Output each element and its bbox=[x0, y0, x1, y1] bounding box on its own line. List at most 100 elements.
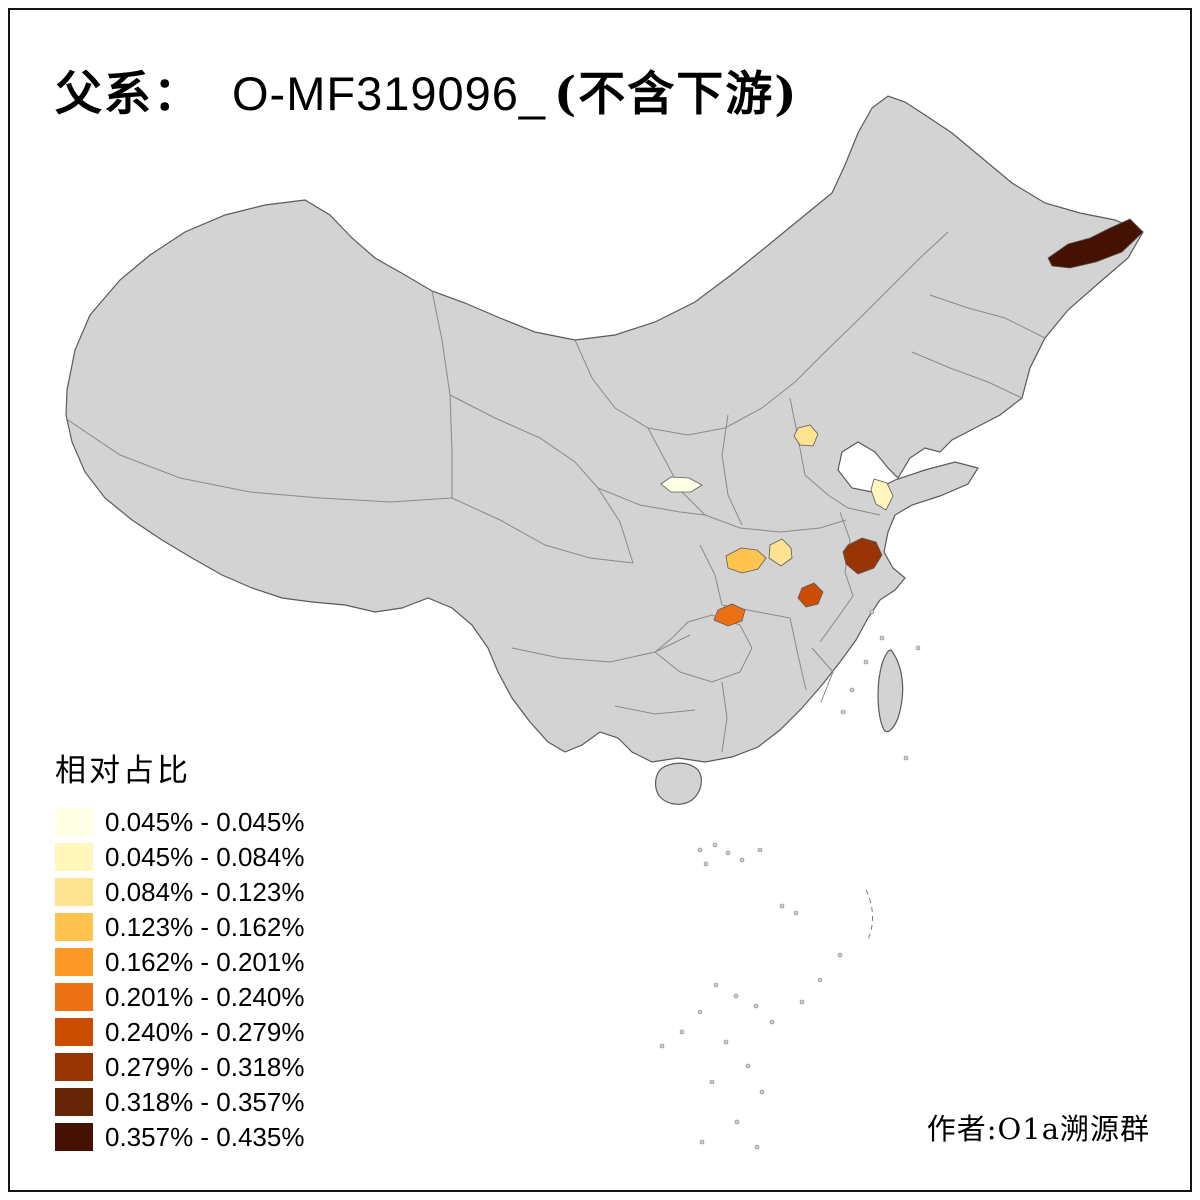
legend-label: 0.279% - 0.318% bbox=[105, 1051, 305, 1082]
legend-label: 0.357% - 0.435% bbox=[105, 1121, 305, 1152]
hainan-island bbox=[654, 762, 702, 805]
province-boundary bbox=[654, 614, 753, 683]
islet bbox=[709, 1079, 715, 1085]
legend-swatch-rect bbox=[55, 1053, 93, 1081]
region-shandong-west bbox=[793, 424, 819, 447]
legend-label: 0.201% - 0.240% bbox=[105, 981, 305, 1012]
legend-label: 0.084% - 0.123% bbox=[105, 876, 305, 907]
legend-title: 相对占比 bbox=[55, 753, 191, 789]
legend: 相对占比 0.045% - 0.045% 0.045% - 0.084% 0.0… bbox=[55, 745, 304, 1158]
islet bbox=[745, 1063, 751, 1069]
region-jiangsu-central bbox=[842, 537, 883, 575]
islet bbox=[712, 842, 718, 848]
legend-label: 0.318% - 0.357% bbox=[105, 1086, 305, 1117]
legend-swatch bbox=[55, 913, 93, 941]
legend-row: 0.123% - 0.162% bbox=[55, 911, 305, 942]
province-boundary bbox=[647, 427, 706, 516]
islet bbox=[840, 709, 846, 715]
province-boundary bbox=[819, 595, 854, 643]
islet bbox=[739, 857, 745, 863]
legend-row: 0.201% - 0.240% bbox=[55, 981, 305, 1012]
legend-row: 0.045% - 0.084% bbox=[55, 841, 305, 872]
legend-swatch bbox=[55, 843, 93, 871]
legend-swatch-rect bbox=[55, 948, 93, 976]
islet bbox=[915, 645, 921, 651]
islet bbox=[799, 999, 805, 1005]
legend-row: 0.084% - 0.123% bbox=[55, 876, 305, 907]
legend-row: 0.279% - 0.318% bbox=[55, 1051, 305, 1082]
legend-swatch bbox=[55, 983, 93, 1011]
mainland-china-shape bbox=[65, 95, 1144, 763]
legend-swatch bbox=[55, 808, 93, 836]
province-boundary bbox=[597, 487, 706, 516]
sea-boundary-dash bbox=[865, 889, 873, 941]
province-boundary bbox=[699, 544, 723, 606]
legend-label: 0.045% - 0.045% bbox=[105, 806, 305, 837]
islet bbox=[769, 1019, 775, 1025]
islet bbox=[779, 903, 785, 909]
province-boundary bbox=[721, 414, 743, 526]
region-chongqing-east bbox=[725, 547, 767, 574]
title-suffix: (不含下游) bbox=[554, 67, 799, 122]
islet bbox=[759, 1089, 765, 1095]
legend-swatch-rect bbox=[55, 1123, 93, 1151]
region-jiangsu-coastal bbox=[870, 478, 894, 511]
islet bbox=[793, 910, 799, 916]
province-boundary bbox=[811, 647, 834, 703]
province-boundary bbox=[574, 231, 949, 436]
islet bbox=[879, 635, 885, 641]
region-hunan-west bbox=[713, 603, 746, 627]
legend-row: 0.162% - 0.201% bbox=[55, 947, 304, 977]
legend-swatch bbox=[55, 1018, 93, 1046]
province-boundary bbox=[911, 351, 1023, 399]
province-boundary bbox=[721, 681, 728, 753]
region-henan-central bbox=[660, 476, 703, 493]
islet bbox=[725, 850, 731, 856]
legend-swatch bbox=[55, 1123, 93, 1151]
province-boundary bbox=[511, 634, 691, 663]
legend-swatch-rect bbox=[55, 913, 93, 941]
islet bbox=[659, 1043, 665, 1049]
title-prefix: 父系： bbox=[55, 67, 202, 122]
highlighted-regions bbox=[660, 218, 1144, 627]
legend-swatch-rect bbox=[55, 878, 93, 906]
islet bbox=[863, 659, 869, 665]
legend-swatch-rect bbox=[55, 1018, 93, 1046]
legend-swatch-rect bbox=[55, 1088, 93, 1116]
province-boundary bbox=[449, 394, 634, 564]
islet bbox=[734, 1119, 740, 1125]
islet bbox=[733, 993, 739, 999]
province-boundary bbox=[804, 474, 881, 516]
legend-swatch bbox=[55, 1053, 93, 1081]
islet bbox=[723, 1039, 729, 1045]
region-heilongjiang-east bbox=[1047, 218, 1144, 269]
province-boundary bbox=[67, 419, 453, 503]
islet bbox=[699, 1139, 705, 1145]
legend-swatch-rect bbox=[55, 983, 93, 1011]
islet bbox=[713, 982, 719, 988]
legend-row: 0.240% - 0.279% bbox=[55, 1016, 305, 1047]
islet bbox=[697, 1009, 703, 1015]
legend-swatch bbox=[55, 878, 93, 906]
legend-label: 0.123% - 0.162% bbox=[105, 911, 305, 942]
islet bbox=[753, 1003, 759, 1009]
legend-label: 0.045% - 0.084% bbox=[105, 841, 305, 872]
islet bbox=[754, 1144, 760, 1150]
small-islands bbox=[659, 609, 921, 1150]
province-boundary bbox=[451, 497, 634, 564]
islet bbox=[817, 977, 823, 983]
islet bbox=[679, 1029, 685, 1035]
islet bbox=[697, 847, 703, 853]
taiwan-island bbox=[877, 649, 904, 733]
legend-row: 0.318% - 0.357% bbox=[55, 1086, 305, 1117]
islet bbox=[837, 952, 843, 958]
legend-row: 0.357% - 0.435% bbox=[55, 1121, 305, 1152]
islet bbox=[849, 687, 855, 693]
province-boundary bbox=[929, 294, 1046, 339]
map-title: 父系： O-MF319096_ (不含下游) bbox=[55, 55, 799, 124]
islet bbox=[757, 847, 763, 853]
islet bbox=[903, 755, 909, 761]
province-boundary bbox=[789, 617, 807, 691]
legend-label: 0.240% - 0.279% bbox=[105, 1016, 305, 1047]
